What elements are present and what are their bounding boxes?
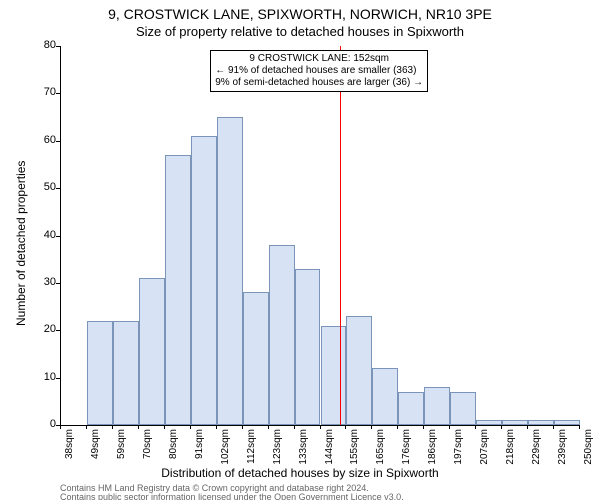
x-tick-mark	[164, 425, 165, 429]
x-tick-mark	[242, 425, 243, 429]
histogram-bar	[217, 117, 243, 425]
x-tick-mark	[138, 425, 139, 429]
histogram-bar	[346, 316, 372, 425]
x-tick-label: 250sqm	[583, 429, 594, 469]
x-tick-mark	[216, 425, 217, 429]
x-tick-mark	[553, 425, 554, 429]
x-tick-mark	[112, 425, 113, 429]
histogram-bar	[476, 420, 502, 425]
y-tick-label: 0	[0, 418, 56, 430]
x-tick-mark	[345, 425, 346, 429]
y-tick-label: 40	[0, 229, 56, 241]
x-tick-label: 144sqm	[324, 429, 335, 469]
y-tick-mark	[56, 330, 60, 331]
x-tick-label: 80sqm	[168, 429, 179, 469]
x-tick-mark	[397, 425, 398, 429]
x-tick-label: 49sqm	[90, 429, 101, 469]
chart-container: 9, CROSTWICK LANE, SPIXWORTH, NORWICH, N…	[0, 0, 600, 500]
annotation-line3: 9% of semi-detached houses are larger (3…	[215, 77, 423, 89]
y-tick-label: 70	[0, 86, 56, 98]
annotation-box: 9 CROSTWICK LANE: 152sqm ← 91% of detach…	[210, 50, 428, 92]
y-tick-mark	[56, 46, 60, 47]
y-tick-label: 80	[0, 39, 56, 51]
x-tick-label: 197sqm	[453, 429, 464, 469]
x-tick-label: 112sqm	[246, 429, 257, 469]
y-tick-mark	[56, 93, 60, 94]
x-tick-mark	[86, 425, 87, 429]
footer-line2: Contains public sector information licen…	[60, 493, 404, 500]
histogram-bar	[424, 387, 450, 425]
x-tick-label: 186sqm	[427, 429, 438, 469]
x-tick-label: 239sqm	[557, 429, 568, 469]
plot-area: 9 CROSTWICK LANE: 152sqm ← 91% of detach…	[60, 46, 580, 426]
y-tick-label: 50	[0, 181, 56, 193]
x-tick-mark	[60, 425, 61, 429]
histogram-bar	[398, 392, 424, 425]
annotation-line2: ← 91% of detached houses are smaller (36…	[215, 65, 423, 77]
chart-subtitle: Size of property relative to detached ho…	[0, 24, 600, 39]
footer-attribution: Contains HM Land Registry data © Crown c…	[60, 484, 404, 500]
x-tick-label: 70sqm	[142, 429, 153, 469]
x-tick-mark	[475, 425, 476, 429]
x-tick-label: 155sqm	[349, 429, 360, 469]
x-tick-label: 218sqm	[505, 429, 516, 469]
histogram-bar	[87, 321, 113, 425]
histogram-bar	[450, 392, 476, 425]
histogram-bar	[191, 136, 217, 425]
marker-line	[340, 46, 341, 425]
y-tick-mark	[56, 141, 60, 142]
histogram-bar	[269, 245, 295, 425]
x-tick-label: 176sqm	[401, 429, 412, 469]
y-tick-mark	[56, 188, 60, 189]
x-tick-mark	[294, 425, 295, 429]
x-tick-label: 38sqm	[64, 429, 75, 469]
x-tick-label: 133sqm	[298, 429, 309, 469]
y-tick-label: 60	[0, 134, 56, 146]
x-tick-label: 91sqm	[194, 429, 205, 469]
x-tick-mark	[268, 425, 269, 429]
x-tick-label: 102sqm	[220, 429, 231, 469]
annotation-line1: 9 CROSTWICK LANE: 152sqm	[215, 53, 423, 65]
histogram-bar	[502, 420, 528, 425]
histogram-bar	[372, 368, 398, 425]
histogram-bar	[243, 292, 269, 425]
x-tick-mark	[423, 425, 424, 429]
x-tick-mark	[527, 425, 528, 429]
histogram-bar	[321, 326, 347, 425]
x-tick-mark	[501, 425, 502, 429]
histogram-bar	[295, 269, 321, 425]
x-tick-label: 229sqm	[531, 429, 542, 469]
x-tick-mark	[449, 425, 450, 429]
histogram-bar	[528, 420, 554, 425]
y-tick-label: 30	[0, 276, 56, 288]
histogram-bar	[139, 278, 165, 425]
x-tick-label: 165sqm	[375, 429, 386, 469]
x-tick-mark	[579, 425, 580, 429]
x-tick-mark	[371, 425, 372, 429]
histogram-bar	[165, 155, 191, 425]
histogram-bar	[554, 420, 580, 425]
histogram-bar	[113, 321, 139, 425]
x-tick-label: 59sqm	[116, 429, 127, 469]
x-tick-mark	[320, 425, 321, 429]
y-tick-label: 10	[0, 371, 56, 383]
y-tick-label: 20	[0, 323, 56, 335]
x-tick-mark	[190, 425, 191, 429]
chart-title: 9, CROSTWICK LANE, SPIXWORTH, NORWICH, N…	[0, 6, 600, 22]
x-tick-label: 123sqm	[272, 429, 283, 469]
y-tick-mark	[56, 378, 60, 379]
x-tick-label: 207sqm	[479, 429, 490, 469]
y-tick-mark	[56, 236, 60, 237]
y-tick-mark	[56, 283, 60, 284]
